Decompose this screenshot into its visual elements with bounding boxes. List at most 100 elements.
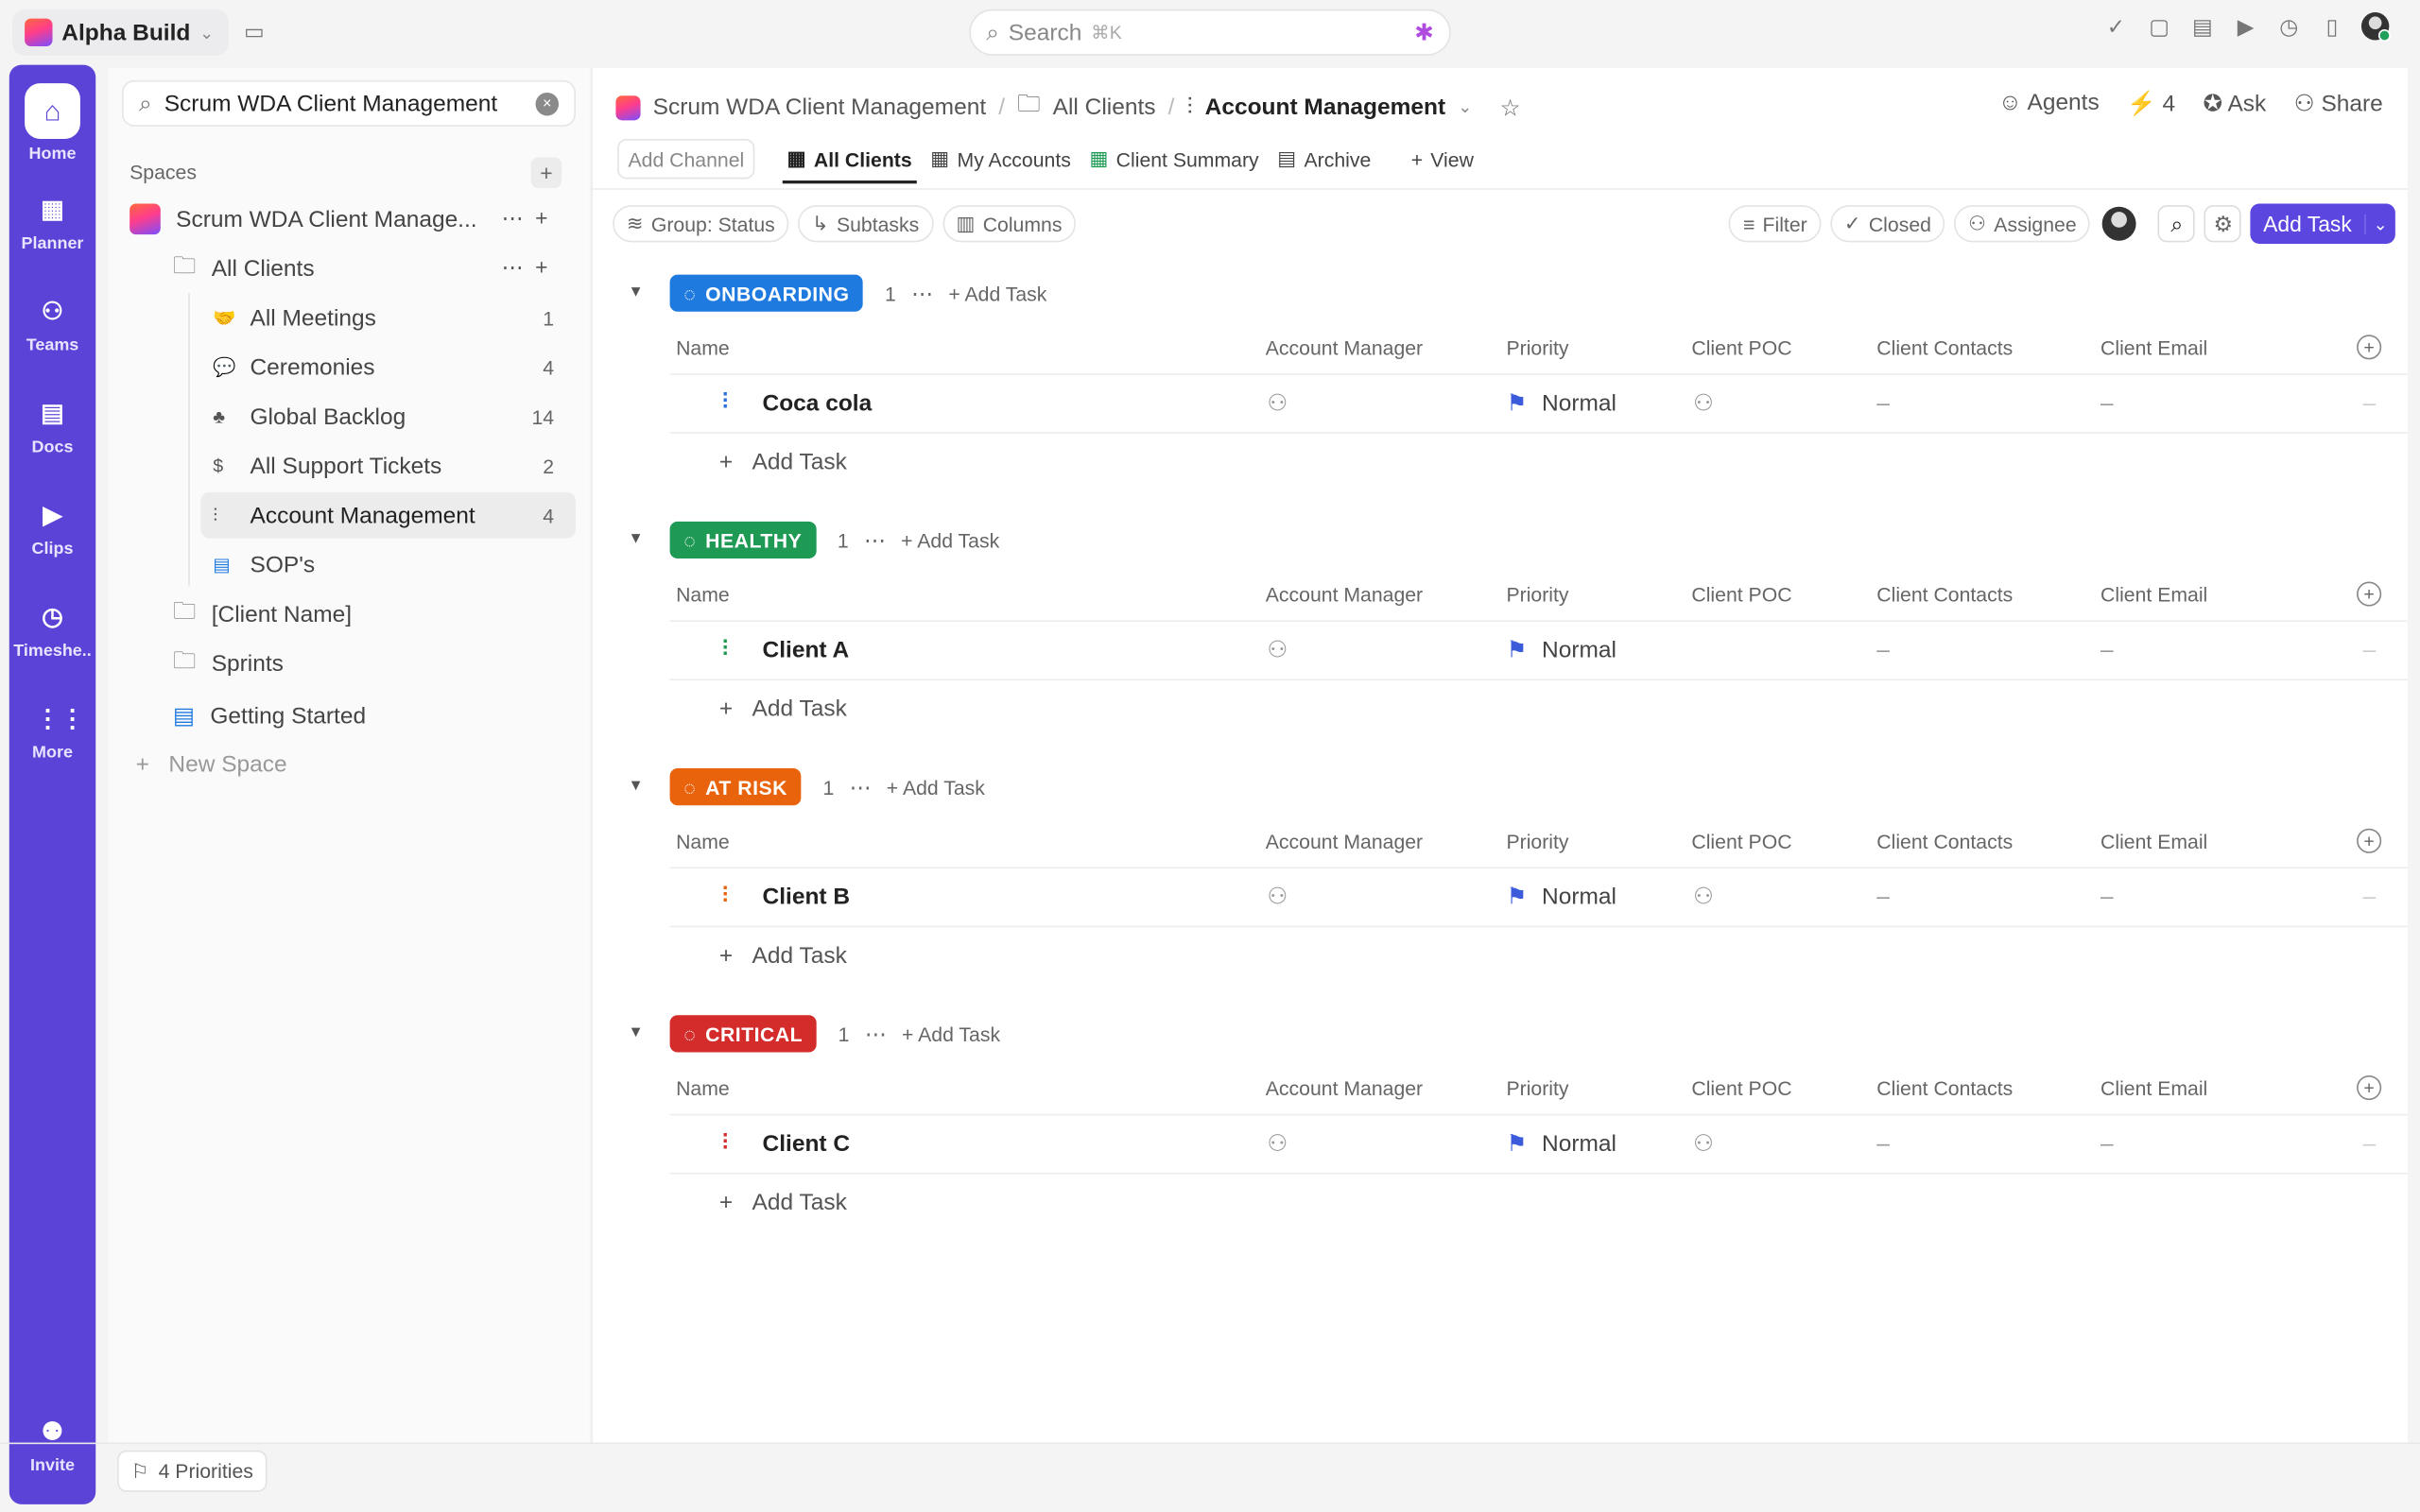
agents-button[interactable]: ☺ Agents: [1998, 89, 2100, 116]
doc-icon[interactable]: ▯: [2325, 12, 2339, 38]
ai-icon[interactable]: ✱: [1414, 20, 1434, 46]
task-name[interactable]: Client B: [762, 884, 851, 911]
assignee-button[interactable]: ⚇ Assignee: [1954, 205, 2091, 243]
table-row[interactable]: [670, 375, 2408, 432]
clear-icon[interactable]: ×: [535, 92, 560, 115]
sidebar-item[interactable]: 🗀 [Client Name]: [173, 591, 352, 637]
assign-user-icon[interactable]: ⚇: [1267, 390, 1288, 417]
column-header[interactable]: Client Email: [2100, 335, 2208, 360]
column-header[interactable]: Name: [676, 583, 730, 607]
column-header[interactable]: Priority: [1506, 830, 1569, 853]
tab-archive[interactable]: ▤ Archive: [1277, 142, 1371, 176]
collapse-icon[interactable]: ▼: [628, 777, 644, 795]
collapse-icon[interactable]: ▼: [628, 530, 644, 548]
table-row[interactable]: [670, 868, 2408, 925]
search-icon[interactable]: ⌕: [2158, 205, 2196, 243]
add-view-button[interactable]: + View: [1411, 142, 1474, 176]
user-avatar[interactable]: [2360, 12, 2391, 43]
assign-user-icon[interactable]: ⚇: [1267, 637, 1288, 664]
ask-button[interactable]: ✪ Ask: [2203, 91, 2267, 118]
star-icon[interactable]: ☆: [1499, 94, 1521, 122]
rail-item-planner[interactable]: ▦ Planner: [9, 195, 95, 253]
assign-user-icon[interactable]: ⚇: [1267, 884, 1288, 911]
add-task-row[interactable]: + Add Task: [718, 1189, 847, 1216]
column-header[interactable]: Client POC: [1691, 583, 1792, 607]
more-icon[interactable]: ⋯: [864, 1020, 887, 1046]
group-add-task-button[interactable]: + Add Task: [948, 281, 1047, 305]
status-badge[interactable]: ◌ CRITICAL: [669, 1015, 817, 1053]
add-channel-button[interactable]: Add Channel: [617, 138, 755, 180]
group-add-task-button[interactable]: + Add Task: [902, 1022, 1001, 1046]
status-badge[interactable]: ◌ AT RISK: [669, 768, 802, 806]
column-header[interactable]: Priority: [1506, 1076, 1569, 1101]
sidebar-list-item[interactable]: ▤ SOP's: [200, 541, 576, 588]
client-email-value[interactable]: –: [2100, 884, 2114, 911]
add-task-row[interactable]: + Add Task: [718, 696, 847, 723]
add-task-row[interactable]: + Add Task: [718, 449, 847, 475]
sidebar-space[interactable]: Scrum WDA Client Manage...: [130, 196, 477, 242]
assign-user-icon[interactable]: ⚇: [1693, 884, 1714, 911]
status-badge[interactable]: ◌ ONBOARDING: [669, 274, 864, 312]
sidebar-list-item[interactable]: $ All Support Tickets 2: [200, 443, 576, 490]
calendar-icon[interactable]: ▭: [243, 18, 265, 43]
sidebar-search[interactable]: ⌕ Scrum WDA Client Management ×: [121, 79, 576, 127]
collapse-icon[interactable]: ▼: [628, 1024, 644, 1042]
column-header[interactable]: Client Contacts: [1876, 335, 2014, 360]
client-contacts-value[interactable]: –: [1876, 390, 1890, 417]
filter-button[interactable]: ≡ Filter: [1729, 205, 1822, 243]
chevron-down-icon[interactable]: ⌄: [1458, 98, 1473, 118]
priority-value[interactable]: Normal: [1542, 1130, 1616, 1158]
tab-my-accounts[interactable]: ▦ My Accounts: [930, 142, 1071, 176]
automations-button[interactable]: ⚡ 4: [2127, 90, 2175, 117]
client-contacts-value[interactable]: –: [1876, 1130, 1890, 1158]
column-header[interactable]: Name: [676, 830, 730, 853]
search-input[interactable]: ⌕ Search ⌘K ✱: [969, 9, 1451, 56]
column-header[interactable]: Client Contacts: [1876, 1076, 2014, 1101]
rail-item-teams[interactable]: ⚇ Teams: [9, 296, 95, 355]
sidebar-list-item[interactable]: ♣ Global Backlog 14: [200, 393, 576, 439]
share-button[interactable]: ⚇ Share: [2293, 91, 2383, 118]
add-column-icon[interactable]: +: [2357, 335, 2382, 360]
assign-user-icon[interactable]: ⚇: [1693, 1130, 1714, 1158]
column-header[interactable]: Account Manager: [1265, 583, 1424, 607]
breadcrumb-list[interactable]: Account Management: [1204, 94, 1446, 121]
add-column-icon[interactable]: +: [2357, 581, 2382, 607]
client-email-value[interactable]: –: [2100, 637, 2114, 664]
more-icon[interactable]: ⋯: [911, 280, 934, 305]
column-header[interactable]: Name: [676, 1076, 730, 1101]
rail-item-timeshe[interactable]: ◷ Timeshe..: [9, 602, 95, 661]
sidebar-list-item[interactable]: 🤝 All Meetings 1: [200, 295, 576, 341]
sidebar-folder-all-clients[interactable]: 🗀 All Clients: [173, 246, 315, 292]
rail-item-invite[interactable]: ⚉ Invite: [9, 1417, 95, 1475]
group-add-task-button[interactable]: + Add Task: [901, 528, 1000, 552]
task-check-icon[interactable]: ✓: [2106, 12, 2125, 38]
client-email-value[interactable]: –: [2100, 390, 2114, 417]
chevron-down-icon[interactable]: ⌄: [2363, 214, 2395, 234]
sidebar-list-item[interactable]: 💬 Ceremonies 4: [200, 344, 576, 390]
column-header[interactable]: Client POC: [1691, 1076, 1792, 1101]
task-name[interactable]: Client A: [762, 637, 850, 664]
client-email-value[interactable]: –: [2100, 1130, 2114, 1158]
video-icon[interactable]: ▶: [2237, 12, 2255, 38]
column-header[interactable]: Client Contacts: [1876, 830, 2014, 853]
settings-icon[interactable]: ⚙: [2204, 205, 2242, 243]
more-icon[interactable]: ⋯: [863, 526, 886, 552]
alarm-icon[interactable]: ◷: [2279, 12, 2299, 38]
task-name[interactable]: Client C: [762, 1130, 851, 1158]
column-header[interactable]: Priority: [1506, 583, 1569, 607]
assign-user-icon[interactable]: ⚇: [1267, 1130, 1288, 1158]
tab-client-summary[interactable]: ▦ Client Summary: [1089, 142, 1258, 176]
breadcrumb-folder[interactable]: All Clients: [1052, 94, 1156, 121]
column-header[interactable]: Account Manager: [1265, 830, 1424, 853]
table-row[interactable]: [670, 1115, 2408, 1172]
add-task-button[interactable]: Add Task ⌄: [2251, 203, 2395, 244]
notepad-icon[interactable]: ▤: [2191, 12, 2213, 38]
column-header[interactable]: Priority: [1506, 335, 1569, 360]
column-header[interactable]: Client Email: [2100, 1076, 2208, 1101]
sidebar-item[interactable]: ▤ Getting Started: [173, 693, 366, 739]
more-icon[interactable]: ⋯ +: [501, 205, 548, 231]
column-header[interactable]: Account Manager: [1265, 335, 1424, 360]
task-name[interactable]: Coca cola: [762, 390, 873, 417]
closed-button[interactable]: ✓ Closed: [1830, 205, 1945, 243]
collapse-icon[interactable]: ▼: [628, 284, 644, 301]
